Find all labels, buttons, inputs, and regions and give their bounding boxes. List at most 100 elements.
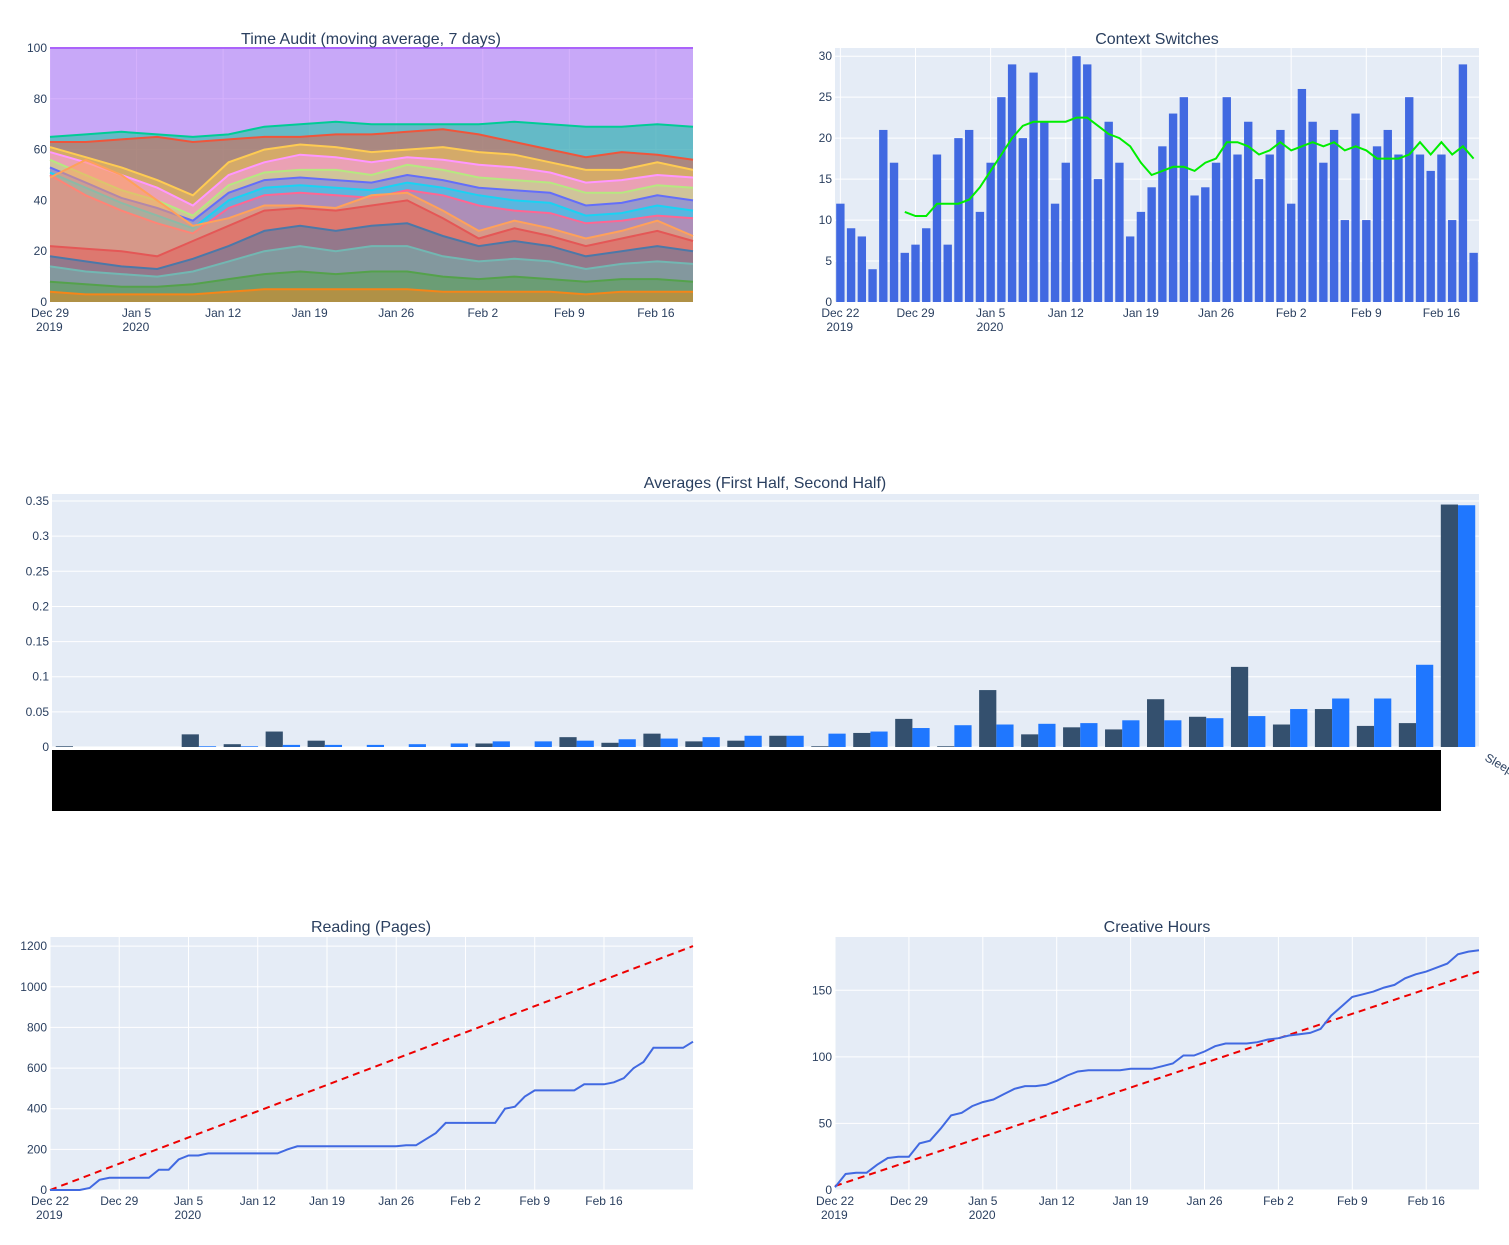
second-half-bar — [954, 725, 972, 747]
context-switch-bar — [922, 228, 931, 302]
second-half-bar — [618, 739, 636, 747]
y-tick-label: 0.2 — [32, 599, 49, 613]
x-tick-label: Jan 12 — [1048, 306, 1084, 320]
first-half-bar — [1314, 709, 1333, 747]
x-tick-label: Dec 29 — [31, 306, 69, 320]
context-switch-bar — [868, 269, 877, 302]
second-half-bar — [240, 746, 259, 747]
first-half-bar — [1021, 734, 1039, 747]
stacked-area-edge — [49, 245, 694, 278]
second-half-bar — [744, 735, 762, 747]
context-switch-bar — [954, 138, 963, 302]
first-half-bar — [1356, 725, 1375, 747]
context-switch-bar — [932, 154, 942, 302]
first-half-bar — [979, 690, 997, 747]
context-switches-title: Context Switches — [1095, 31, 1219, 48]
context-switch-bar — [1394, 154, 1403, 302]
stacked-area-edge — [49, 199, 694, 258]
x-tick-label: Jan 5 — [122, 306, 152, 320]
first-half-bar — [895, 718, 913, 747]
context-switch-bar — [1329, 129, 1339, 302]
context-switch-bar — [1029, 72, 1038, 302]
context-switches-bars — [836, 56, 1478, 303]
x-tick-label: Dec 29 — [890, 1194, 928, 1208]
x-tick-label: Feb 16 — [1408, 1194, 1446, 1208]
first-half-bar — [601, 742, 619, 747]
second-half-bar — [1248, 716, 1266, 747]
x-tick-label: Feb 16 — [637, 306, 675, 320]
y-tick-label: 60 — [34, 143, 48, 157]
time-audit-stacked-areas — [49, 47, 694, 302]
second-half-bar — [996, 724, 1014, 747]
context-switch-bar — [1007, 64, 1017, 302]
context-switch-bar — [1426, 170, 1435, 302]
context-switch-bar — [1362, 220, 1371, 302]
y-tick-label: 0 — [825, 1183, 832, 1197]
context-switch-bar — [1083, 64, 1092, 302]
first-half-bar — [1440, 504, 1459, 747]
y-tick-label: 15 — [819, 172, 833, 186]
y-tick-label: 80 — [34, 92, 48, 106]
x-tick-label: Feb 16 — [585, 1194, 623, 1208]
context-switch-bar — [1351, 113, 1360, 302]
second-half-bar — [1122, 720, 1140, 747]
x-tick-label: Feb 16 — [1423, 306, 1461, 320]
second-half-bar — [660, 738, 678, 747]
averages-y-ticks: 0 0.05 0.1 0.15 0.2 0.25 0.3 0.35 — [26, 494, 50, 754]
x-tick-label: Dec 29 — [896, 306, 934, 320]
second-half-bar — [492, 741, 510, 747]
context-switch-bar — [1061, 162, 1070, 302]
y-tick-label: 0 — [825, 295, 832, 309]
x-tick-label: Jan 26 — [1186, 1194, 1222, 1208]
second-half-bar — [1458, 505, 1476, 747]
x-tick-year-label: 2020 — [174, 1208, 201, 1222]
creative-target-line — [834, 970, 1480, 1187]
context-switch-bar — [1458, 64, 1468, 302]
averages-title: Averages (First Half, Second Half) — [644, 475, 886, 492]
first-half-bar — [727, 740, 745, 747]
x-tick-year-label: 2020 — [977, 320, 1004, 334]
x-tick-year-label: 2020 — [123, 320, 150, 334]
x-tick-year-label: 2019 — [36, 1208, 63, 1222]
first-half-bar — [559, 737, 577, 747]
second-half-bar — [1206, 718, 1224, 747]
x-tick-label: Jan 5 — [174, 1194, 204, 1208]
y-tick-label: 200 — [27, 1142, 47, 1156]
context-switch-bar — [1469, 252, 1478, 302]
x-tick-label: Jan 12 — [240, 1194, 276, 1208]
context-switch-bar — [986, 162, 995, 302]
first-half-bar — [853, 732, 871, 747]
context-switch-bar — [1244, 121, 1253, 302]
x-tick-label: Jan 19 — [309, 1194, 345, 1208]
context-switch-bar — [1179, 97, 1189, 303]
x-tick-year-label: 2019 — [36, 320, 63, 334]
second-half-bar — [828, 733, 846, 747]
second-half-bar — [366, 744, 384, 747]
y-tick-label: 400 — [27, 1102, 47, 1116]
context-switch-bar — [1158, 146, 1167, 302]
first-half-bar — [1398, 723, 1417, 747]
context-switch-bar — [1415, 154, 1425, 302]
y-tick-label: 0.35 — [26, 494, 50, 508]
second-half-bar — [1332, 698, 1350, 747]
stacked-area-edge — [49, 222, 694, 271]
second-half-bar — [702, 737, 720, 747]
first-half-bar — [937, 746, 955, 747]
first-half-bar — [1063, 727, 1081, 747]
context-switch-bar — [1372, 146, 1382, 302]
second-half-bar — [1416, 664, 1434, 747]
x-tick-label: Feb 9 — [1337, 1194, 1368, 1208]
second-half-bar — [198, 746, 217, 747]
first-half-bar — [475, 743, 493, 747]
context-switch-bar — [1093, 179, 1103, 302]
time-audit-y-ticks: 0 20 40 60 80 100 — [27, 41, 47, 309]
reading-actual-line — [50, 1040, 694, 1191]
y-tick-label: 0 — [40, 295, 47, 309]
stacked-area-edge — [50, 128, 694, 161]
second-half-bar — [786, 735, 804, 747]
first-half-bar — [1105, 729, 1123, 747]
y-tick-label: 0.1 — [32, 670, 49, 684]
y-tick-label: 0.25 — [26, 564, 50, 578]
context-switch-bar — [900, 252, 909, 302]
